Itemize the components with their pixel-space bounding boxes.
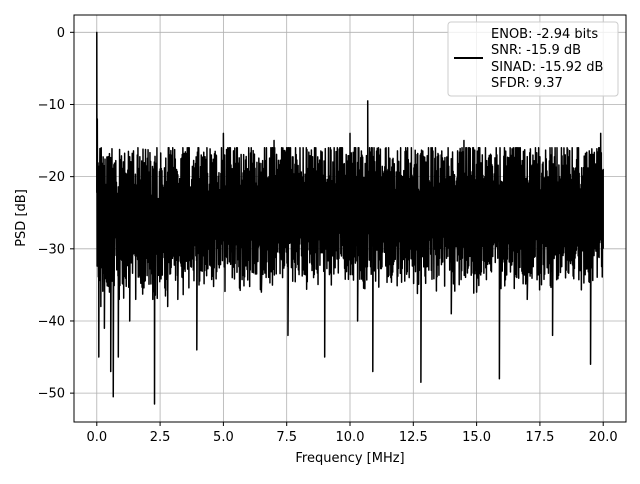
legend-sfdr: SFDR: 9.37	[491, 76, 563, 91]
x-tick-label: 5.0	[213, 430, 234, 445]
legend-box	[447, 21, 619, 97]
y-axis-label: PSD [dB]	[14, 189, 29, 247]
y-tick-label: −40	[38, 314, 65, 329]
legend-snr: SNR: -15.9 dB	[491, 43, 581, 58]
legend-enob: ENOB: -2.94 bits	[491, 27, 598, 42]
y-axis: 0 −10 −20 −30 −40 −50	[38, 26, 74, 402]
x-axis-label: Frequency [MHz]	[295, 451, 404, 466]
legend: ENOB: -2.94 bits SNR: -15.9 dB SINAD: -1…	[447, 21, 619, 97]
y-tick-label: −10	[38, 98, 65, 113]
y-tick-label: −30	[38, 242, 65, 257]
y-tick-label: −50	[38, 387, 65, 402]
legend-sinad: SINAD: -15.92 dB	[491, 60, 603, 75]
x-tick-label: 0.0	[86, 430, 107, 445]
x-tick-label: 17.5	[525, 430, 554, 445]
y-tick-label: 0	[57, 26, 65, 41]
psd-trace	[96, 31, 604, 405]
y-tick-label: −20	[38, 170, 65, 185]
x-tick-label: 7.5	[276, 430, 297, 445]
x-tick-label: 20.0	[589, 430, 618, 445]
x-tick-label: 2.5	[150, 430, 171, 445]
x-tick-label: 10.0	[336, 430, 365, 445]
psd-series	[96, 31, 604, 405]
x-tick-label: 12.5	[399, 430, 428, 445]
x-tick-label: 15.0	[462, 430, 491, 445]
x-axis: 0.0 2.5 5.0 7.5 10.0 12.5 15.0 17.5 20.0	[86, 422, 618, 445]
